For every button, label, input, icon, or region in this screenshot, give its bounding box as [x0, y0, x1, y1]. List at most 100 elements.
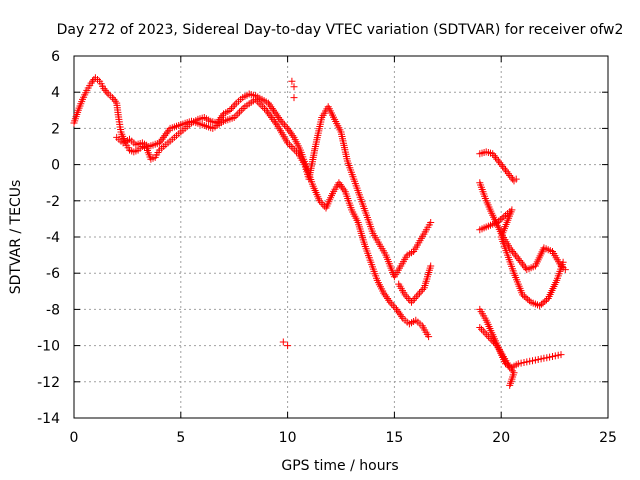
data-point-upper-branch — [239, 105, 247, 112]
x-tick-label: 10 — [279, 430, 297, 446]
data-point-main-track — [389, 302, 397, 310]
data-point-upper-branch — [234, 110, 242, 118]
data-point-upper-branch — [287, 143, 295, 150]
y-tick-label: -8 — [46, 302, 60, 318]
data-point-late-middle — [511, 251, 519, 259]
data-point-upper-branch — [253, 97, 261, 105]
data-point-late-upper — [502, 166, 509, 174]
data-point-main-track — [226, 106, 234, 114]
data-point-upper-branch — [155, 139, 163, 147]
data-point-late-lower — [551, 352, 559, 360]
data-point-upper-branch — [162, 130, 170, 138]
data-point-late-upper — [493, 155, 501, 163]
data-point-late-lower — [534, 356, 542, 363]
y-tick-label: -6 — [46, 266, 60, 282]
y-tick-label: 0 — [51, 158, 60, 174]
data-point-late-lower — [476, 324, 484, 331]
data-point-upper-branch — [157, 137, 165, 145]
data-point-late-lower — [479, 327, 487, 335]
data-point-lower-branch — [412, 293, 420, 301]
data-point-main-track — [285, 126, 293, 134]
data-point-upper-branch — [232, 112, 240, 120]
axis-ticks — [73, 55, 609, 419]
data-point-late-lower — [540, 354, 548, 362]
data-point-main-track — [279, 119, 287, 127]
data-point-main-track — [381, 291, 389, 299]
y-tick-label: -14 — [37, 411, 60, 427]
data-point-late-upper — [496, 159, 504, 167]
data-point-upper-branch — [293, 148, 300, 156]
data-point-late-second — [559, 258, 567, 266]
data-point-late-lower — [506, 363, 514, 371]
data-point-late-second — [500, 213, 508, 221]
data-point-upper-branch — [264, 108, 272, 116]
data-point-late-upper — [494, 157, 502, 165]
data-point-lower-branch — [411, 295, 419, 302]
data-point-lower-branch — [414, 291, 422, 299]
data-point-main-track — [270, 106, 277, 114]
data-point-late-middle — [507, 246, 515, 254]
data-point-late-lower — [478, 325, 485, 333]
data-point-upper-branch — [285, 141, 293, 149]
data-point-main-track — [391, 304, 399, 312]
data-point-main-track — [280, 121, 288, 129]
data-point-late-middle — [514, 255, 522, 263]
data-point-upper-branch — [270, 117, 278, 125]
data-point-late-second — [536, 302, 544, 310]
data-point-main-track — [395, 309, 403, 317]
data-point-isolated — [288, 77, 296, 85]
data-point-upper-branch — [272, 119, 280, 127]
data-point-late-lower — [490, 338, 497, 346]
data-point-main-track — [394, 307, 402, 315]
data-point-late-second — [496, 216, 504, 224]
data-point-late-lower — [507, 365, 515, 373]
y-tick-label: 6 — [51, 49, 60, 65]
data-point-lower-branch — [409, 296, 417, 304]
data-point-main-track — [89, 77, 96, 85]
x-tick-label: 15 — [385, 430, 403, 446]
data-point-upper-branch — [237, 106, 245, 114]
data-point-late-lower — [488, 336, 496, 344]
data-point-late-upper — [506, 172, 514, 179]
data-point-main-track — [277, 117, 285, 125]
y-tick-label: -10 — [37, 339, 60, 355]
data-point-main-track — [267, 103, 275, 111]
data-point-late-second — [541, 297, 549, 305]
data-point-late-upper — [499, 162, 507, 170]
data-point-late-middle — [509, 248, 517, 255]
data-point-late-middle — [520, 262, 528, 270]
data-point-main-track — [398, 313, 406, 321]
data-point-late-middle — [516, 257, 524, 264]
data-point-late-upper — [503, 168, 511, 176]
data-point-late-second — [519, 291, 527, 299]
x-axis-label: GPS time / hours — [281, 458, 398, 474]
data-point-late-second — [525, 297, 533, 305]
data-point-late-lower — [481, 329, 489, 337]
data-point-main-track — [382, 293, 390, 301]
data-point-main-track — [385, 296, 393, 304]
data-point-late-second — [498, 214, 506, 222]
data-point-main-track — [229, 103, 237, 111]
data-point-main-track — [388, 300, 396, 308]
data-points — [70, 74, 569, 389]
data-point-main-track — [316, 197, 324, 205]
data-point-upper-branch — [269, 115, 277, 123]
data-point-main-track — [396, 311, 404, 319]
data-point-upper-branch — [257, 101, 265, 109]
data-point-late-second — [520, 292, 528, 300]
data-point-main-track — [101, 86, 109, 94]
data-point-late-upper — [497, 161, 505, 169]
data-point-isolated — [290, 94, 298, 102]
data-point-main-track — [108, 94, 116, 102]
data-point-main-track — [284, 124, 292, 132]
data-point-main-track — [317, 199, 325, 207]
data-point-main-track — [282, 123, 290, 131]
y-tick-label: -4 — [46, 230, 60, 246]
data-point-late-middle — [510, 249, 518, 257]
data-point-main-track — [228, 105, 235, 112]
data-point-main-track — [100, 85, 108, 93]
data-point-late-lower — [486, 334, 494, 342]
data-point-main-track — [380, 289, 388, 297]
data-point-upper-branch — [255, 99, 263, 107]
